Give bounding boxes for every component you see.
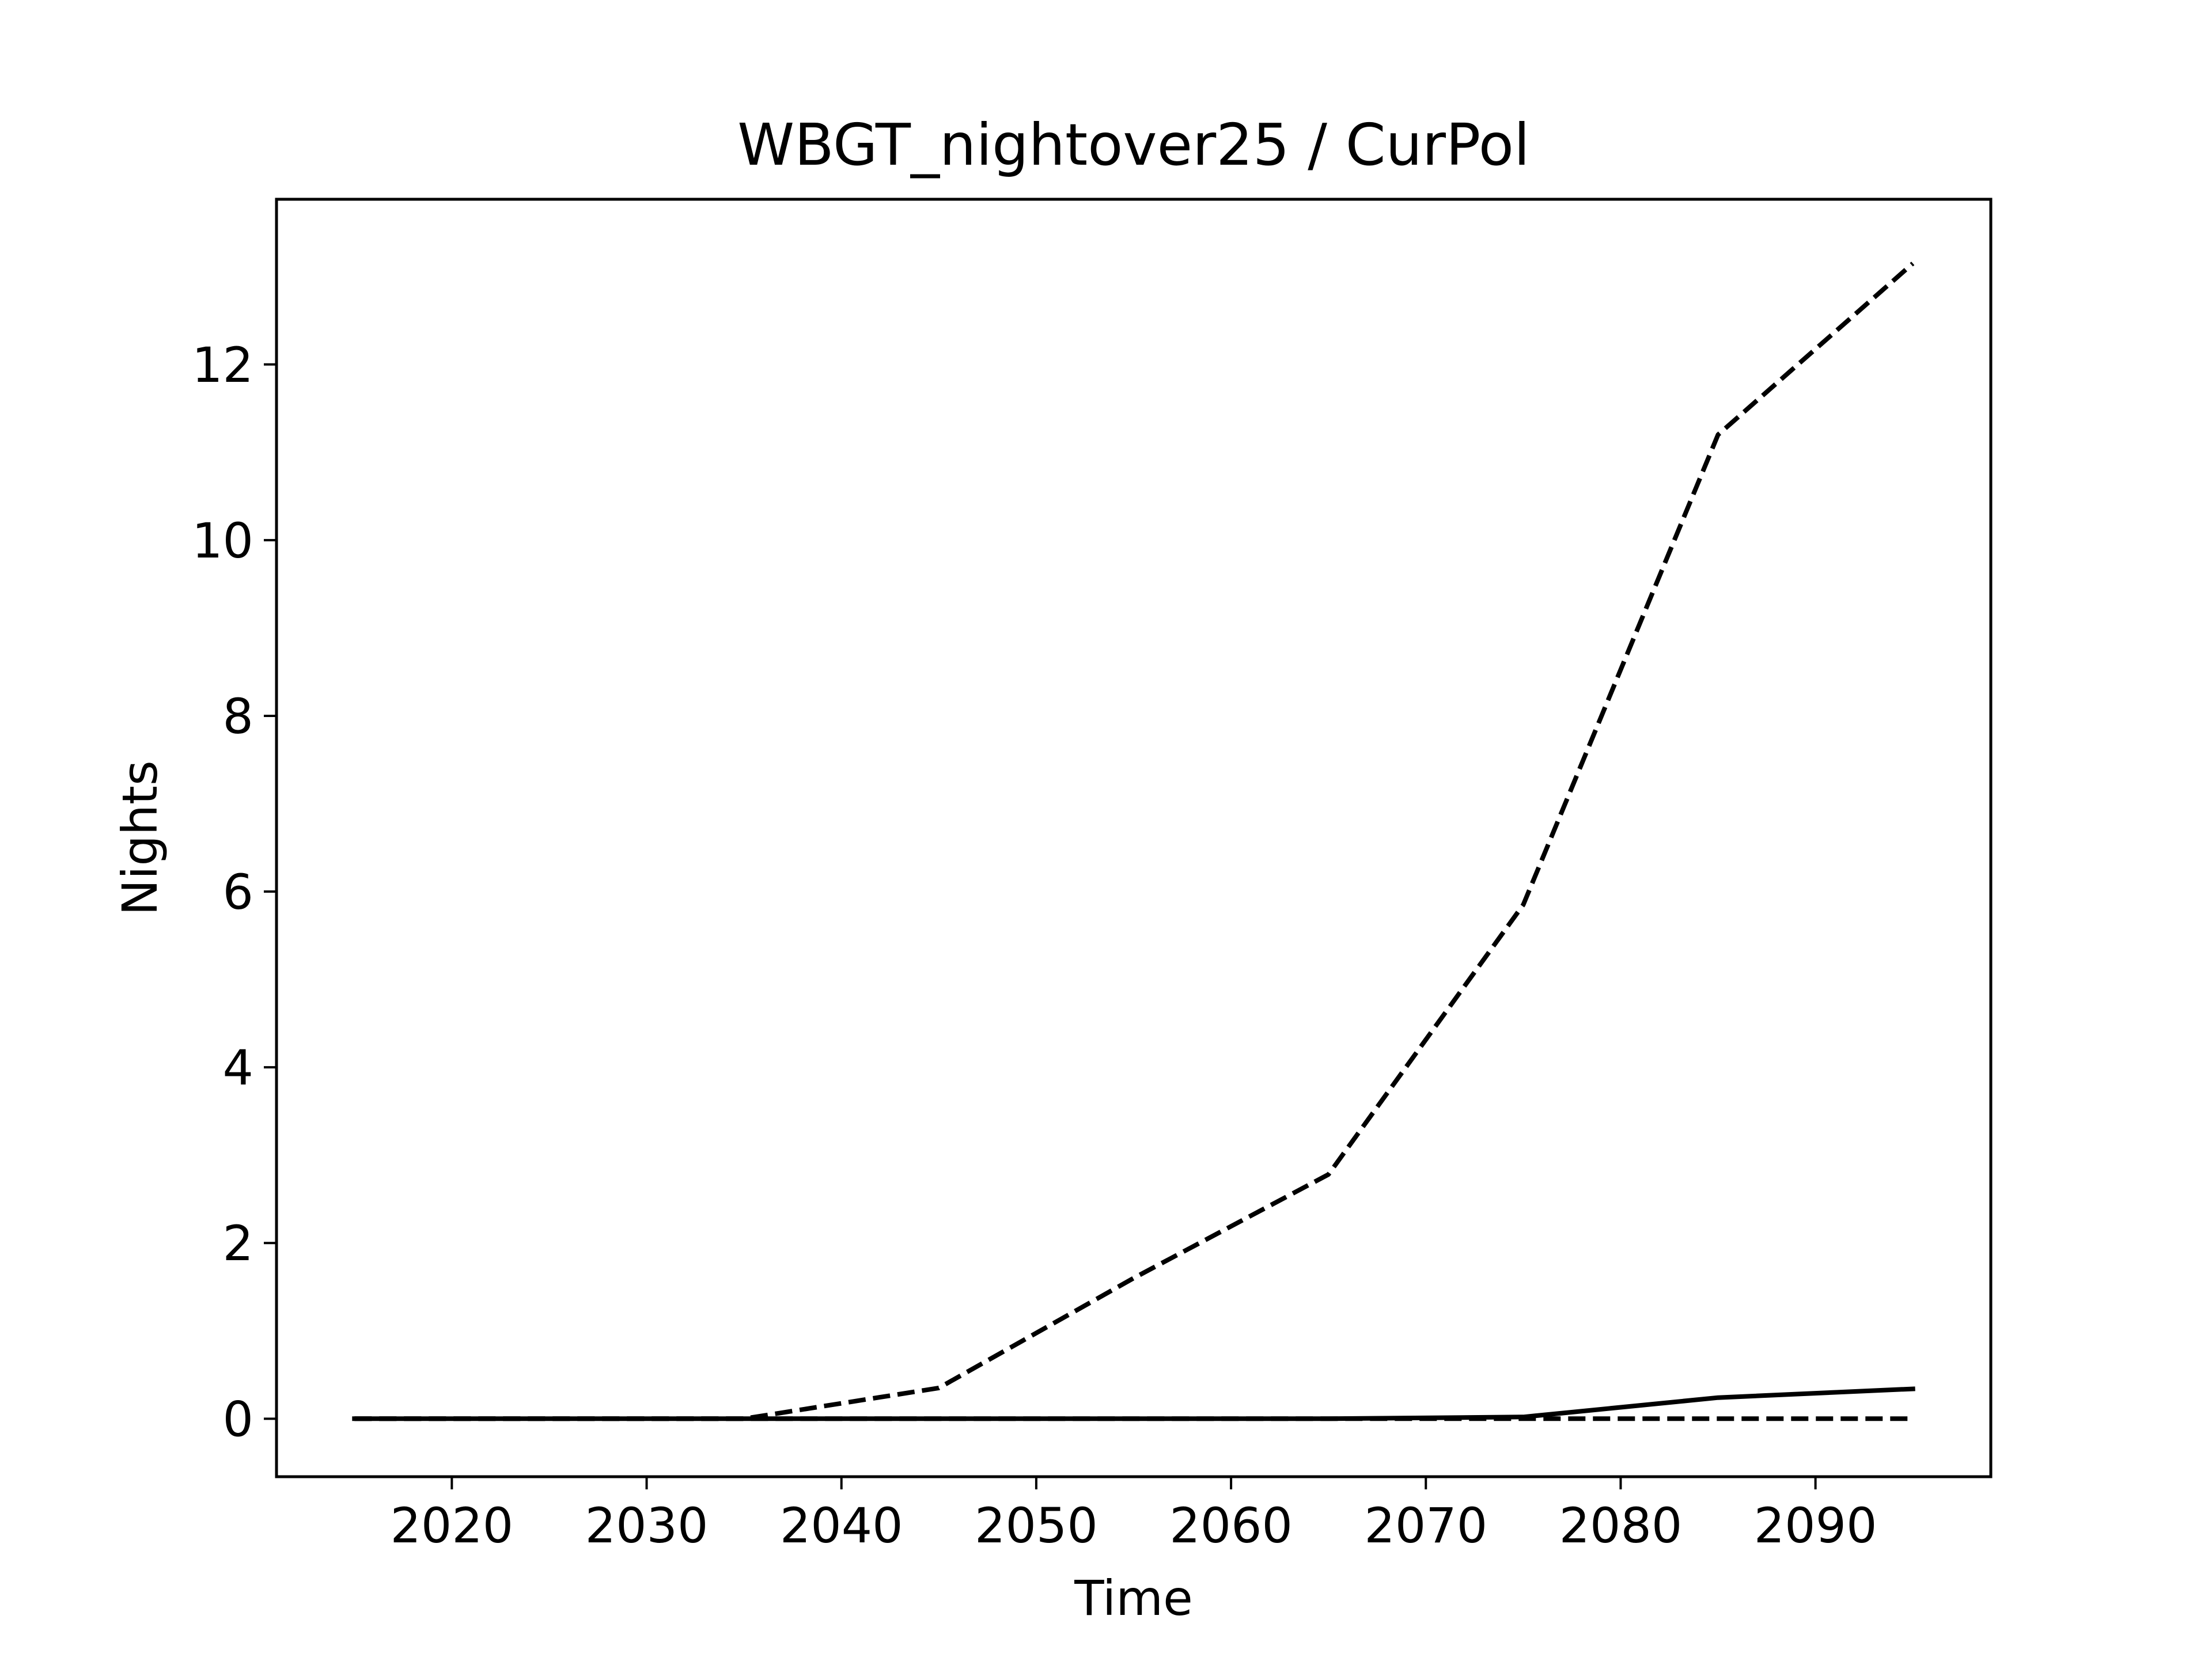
chart-title: WBGT_nightover25 / CurPol	[737, 111, 1530, 179]
x-axis: 2020 2030 2040 2050 2060 2070 2080 2090	[390, 1477, 1877, 1554]
y-tick-label: 8	[223, 688, 253, 745]
plot-frame	[275, 198, 1993, 1478]
x-tick-label: 2080	[1559, 1497, 1683, 1554]
x-tick-label: 2030	[585, 1497, 709, 1554]
y-tick-label: 4	[223, 1040, 253, 1096]
x-tick-label: 2040	[780, 1497, 903, 1554]
y-tick-label: 12	[192, 337, 253, 393]
y-tick-label: 0	[223, 1391, 253, 1447]
x-axis-label: Time	[1074, 1570, 1193, 1626]
y-axis-label: Nights	[112, 760, 168, 915]
x-tick-label: 2070	[1364, 1497, 1487, 1554]
series-layer	[352, 261, 1915, 1421]
x-tick-label: 2060	[1169, 1497, 1293, 1554]
y-tick-label: 2	[223, 1215, 253, 1272]
y-tick-label: 10	[192, 513, 253, 569]
x-tick-label: 2090	[1754, 1497, 1877, 1554]
x-tick-label: 2050	[975, 1497, 1098, 1554]
y-tick-label: 6	[223, 864, 253, 920]
x-tick-label: 2020	[390, 1497, 513, 1554]
y-axis: 0 2 4 6 8 10 12	[192, 337, 276, 1447]
